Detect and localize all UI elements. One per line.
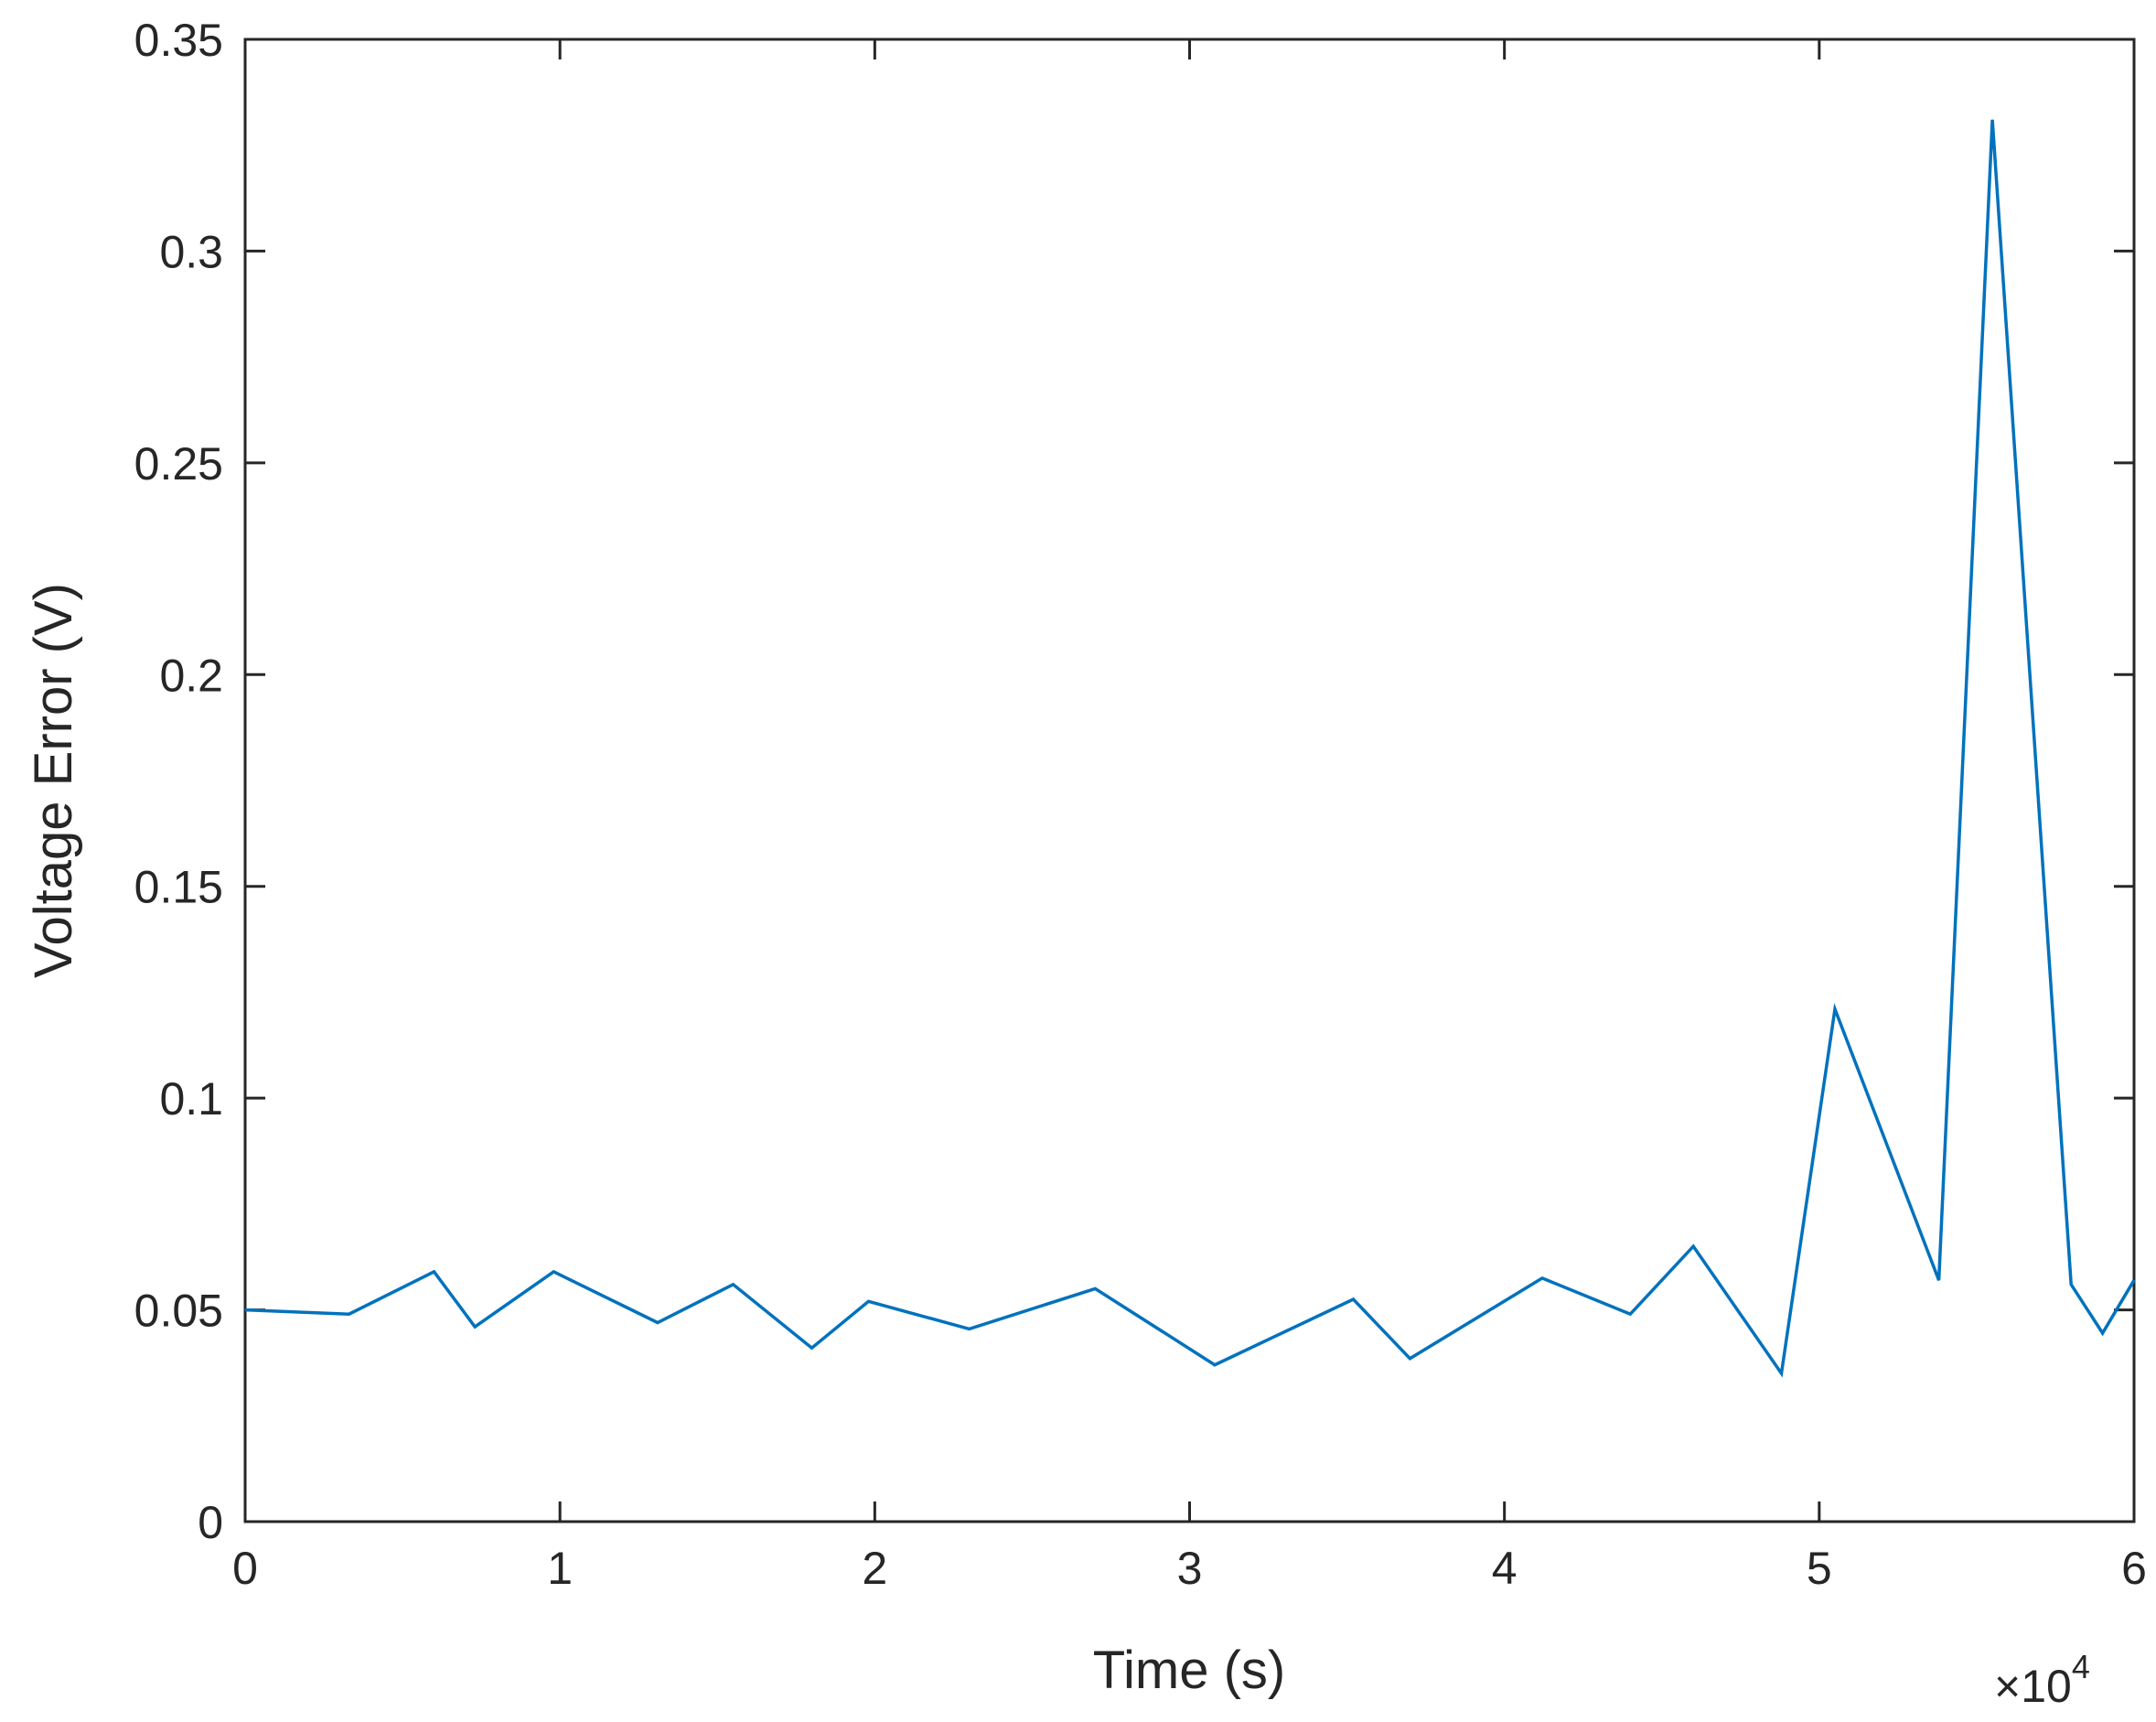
data-point: [1541, 1277, 1543, 1279]
data-point: [1692, 1245, 1694, 1247]
data-point: [1629, 1313, 1631, 1315]
data-point: [867, 1300, 869, 1302]
x-axis-multiplier-exponent: 4: [2072, 1648, 2090, 1685]
y-tick-label: 0: [198, 1497, 223, 1548]
y-tick-label: 0.1: [159, 1073, 223, 1125]
y-tick-label: 0.35: [134, 15, 223, 66]
data-point: [2133, 1279, 2135, 1281]
y-tick-label: 0.15: [134, 862, 223, 913]
data-point: [1991, 119, 1993, 121]
x-axis-multiplier: ×104: [1994, 1648, 2090, 1712]
data-point: [657, 1321, 659, 1323]
data-point: [1094, 1287, 1096, 1289]
data-point: [1409, 1358, 1411, 1360]
data-point: [2070, 1284, 2072, 1286]
x-tick-label: 2: [862, 1543, 887, 1594]
x-axis-label: Time (s): [1093, 1641, 1285, 1700]
y-tick-label: 0.25: [134, 438, 223, 490]
plot-area: [243, 38, 2136, 1523]
data-point: [732, 1284, 734, 1286]
data-series: [244, 119, 2136, 1378]
x-tick-label: 5: [1807, 1543, 1832, 1594]
y-axis-label: Voltage Error (V): [24, 583, 83, 978]
y-tick-label: 0.2: [159, 650, 223, 701]
tick-labels: 0 1 2 3 4 5 6 0 0.05 0.1 0.15 0.2 0.25 0.3 0.35: [134, 15, 2147, 1594]
data-point: [1938, 1279, 1940, 1281]
x-tick-label: 6: [2121, 1543, 2147, 1594]
data-point: [1781, 1372, 1783, 1374]
data-point: [552, 1271, 554, 1273]
series-line: [244, 119, 2136, 1378]
data-point: [244, 1309, 246, 1311]
y-tick-label: 0.3: [159, 226, 223, 277]
y-tick-label: 0.05: [134, 1286, 223, 1337]
data-point: [1352, 1298, 1354, 1300]
data-point: [1214, 1364, 1216, 1366]
x-tick-label: 1: [547, 1543, 573, 1594]
x-tick-label: 3: [1177, 1543, 1203, 1594]
data-point: [474, 1326, 476, 1328]
x-axis-multiplier-base: ×10: [1994, 1661, 2072, 1712]
axis-ticks: [243, 38, 2136, 1523]
data-point: [2102, 1332, 2104, 1334]
data-point: [811, 1347, 812, 1349]
x-tick-label: 4: [1492, 1543, 1518, 1594]
x-tick-label: 0: [232, 1543, 258, 1594]
data-point: [1834, 1008, 1836, 1010]
